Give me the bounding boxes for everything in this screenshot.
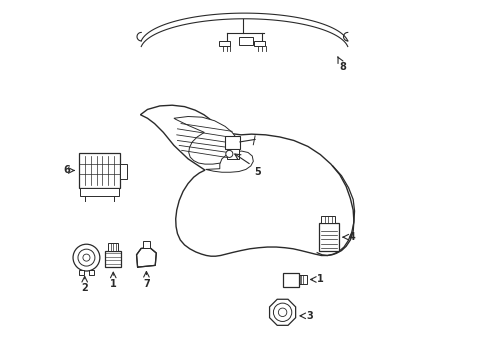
Bar	[219, 41, 229, 46]
Circle shape	[73, 244, 100, 271]
Bar	[142, 241, 150, 248]
Bar	[226, 149, 238, 159]
Text: 4: 4	[347, 232, 354, 242]
Circle shape	[78, 249, 95, 266]
Bar	[120, 163, 126, 179]
Bar	[79, 153, 120, 188]
Text: 7: 7	[143, 279, 149, 289]
Bar	[283, 273, 298, 287]
Circle shape	[225, 150, 232, 157]
Bar	[88, 270, 94, 275]
Polygon shape	[140, 105, 353, 256]
Polygon shape	[269, 299, 295, 325]
Bar	[254, 41, 264, 46]
Bar	[298, 275, 306, 284]
Text: 6: 6	[63, 166, 70, 175]
Text: 8: 8	[339, 62, 346, 72]
Bar	[79, 270, 84, 275]
Text: 1: 1	[110, 279, 117, 289]
Text: 1: 1	[316, 274, 323, 284]
Bar	[321, 216, 334, 223]
Bar	[239, 37, 253, 45]
Circle shape	[83, 254, 90, 261]
Bar	[318, 223, 338, 251]
Polygon shape	[174, 117, 238, 164]
Bar	[105, 251, 121, 267]
Text: 2: 2	[81, 283, 88, 293]
Circle shape	[278, 308, 286, 316]
Bar	[108, 243, 118, 251]
Circle shape	[273, 303, 291, 321]
Bar	[81, 188, 118, 195]
Text: 5: 5	[253, 167, 260, 177]
Polygon shape	[136, 248, 156, 267]
Text: 3: 3	[305, 311, 312, 321]
Polygon shape	[205, 151, 253, 172]
Bar	[224, 136, 240, 149]
